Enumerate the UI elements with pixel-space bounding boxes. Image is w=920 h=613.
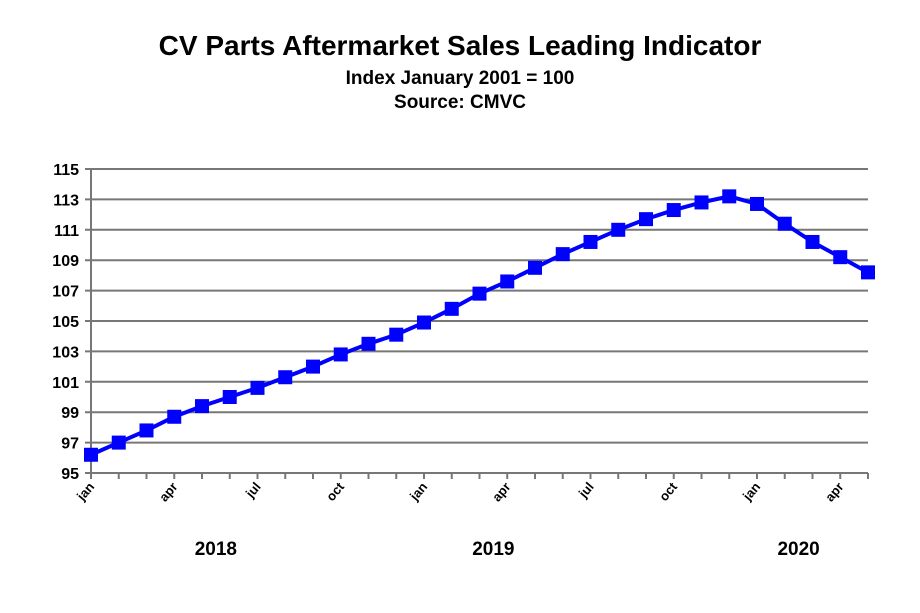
data-point bbox=[861, 265, 875, 280]
data-point bbox=[167, 409, 182, 424]
data-point bbox=[278, 370, 293, 385]
y-tick-label: 103 bbox=[52, 344, 79, 361]
data-point bbox=[611, 222, 626, 237]
data-point bbox=[694, 195, 709, 210]
data-point bbox=[500, 274, 515, 289]
data-point bbox=[472, 286, 487, 301]
x-tick-label: apr bbox=[489, 479, 513, 504]
data-point bbox=[361, 336, 376, 351]
x-tick-label: oct bbox=[323, 479, 347, 504]
data-point bbox=[777, 216, 792, 231]
data-point bbox=[417, 315, 431, 330]
data-point bbox=[750, 196, 764, 211]
data-point bbox=[639, 212, 653, 227]
data-point bbox=[805, 234, 820, 249]
data-point bbox=[139, 423, 154, 438]
data-point bbox=[84, 447, 98, 462]
y-tick-label: 101 bbox=[52, 375, 79, 392]
x-tick-label: apr bbox=[822, 479, 846, 504]
year-label: 2020 bbox=[777, 539, 819, 560]
data-point bbox=[306, 359, 320, 374]
x-tick-label: jan bbox=[739, 479, 763, 504]
y-tick-label: 107 bbox=[52, 284, 79, 301]
year-label: 2018 bbox=[195, 539, 237, 560]
series-line bbox=[90, 194, 869, 457]
data-point bbox=[250, 380, 265, 395]
x-tick-label: oct bbox=[656, 479, 680, 504]
data-point bbox=[528, 260, 542, 275]
data-point bbox=[389, 327, 404, 342]
chart-title: CV Parts Aftermarket Sales Leading Indic… bbox=[158, 30, 762, 61]
y-tick-label: 111 bbox=[54, 223, 79, 240]
data-point bbox=[722, 189, 737, 204]
y-tick-label: 109 bbox=[52, 253, 79, 270]
x-tick-label: jul bbox=[575, 479, 597, 501]
x-tick-label: apr bbox=[156, 479, 180, 504]
chart-subtitle-index: Index January 2001 = 100 bbox=[345, 68, 575, 89]
data-point bbox=[195, 399, 209, 414]
data-point bbox=[833, 250, 848, 265]
y-tick-label: 115 bbox=[53, 162, 79, 179]
year-label: 2019 bbox=[472, 539, 514, 560]
y-tick-label: 95 bbox=[61, 466, 79, 483]
y-tick-label: 105 bbox=[52, 314, 79, 331]
x-tick-label: jan bbox=[406, 479, 430, 504]
chart-subtitle-source: Source: CMVC bbox=[394, 92, 526, 113]
y-tick-label: 97 bbox=[61, 436, 79, 453]
y-tick-label: 113 bbox=[53, 192, 79, 209]
data-point bbox=[555, 247, 570, 262]
data-point bbox=[666, 203, 681, 218]
data-point bbox=[222, 390, 237, 404]
data-point bbox=[444, 301, 459, 316]
data-point bbox=[111, 435, 126, 450]
x-tick-label: jul bbox=[242, 479, 264, 501]
data-point bbox=[333, 347, 348, 362]
y-tick-label: 99 bbox=[61, 405, 79, 422]
data-point bbox=[583, 234, 598, 249]
